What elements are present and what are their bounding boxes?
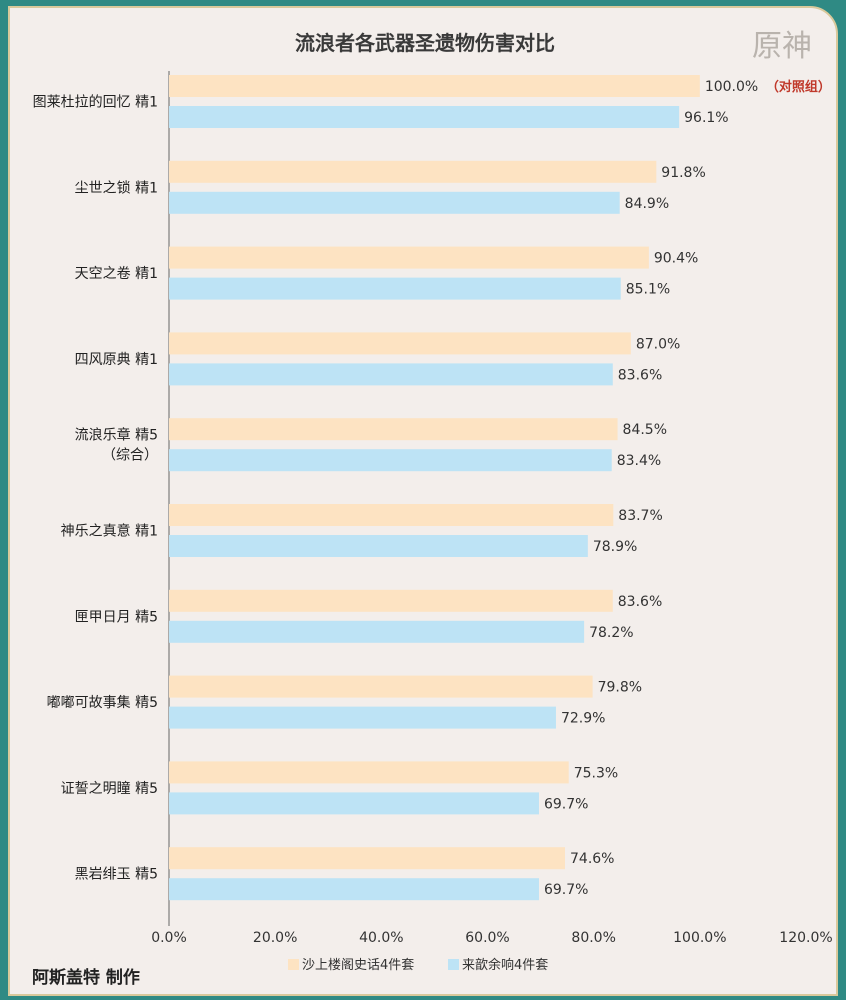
game-logo: 原神 [752, 29, 812, 64]
bar-series2-7 [169, 706, 556, 729]
data-label: 100.0% [705, 79, 758, 95]
chart-title: 流浪者各武器圣遗物伤害对比 [295, 31, 555, 55]
bar-series1-3 [169, 332, 631, 355]
legend-swatch [448, 959, 459, 970]
bar-series1-2 [169, 246, 649, 269]
data-label: 72.9% [561, 711, 605, 727]
data-label: 84.5% [623, 422, 667, 438]
x-tick-label: 0.0% [151, 930, 187, 946]
bar-series2-6 [169, 620, 585, 643]
bar-series2-2 [169, 277, 621, 300]
data-label: 90.4% [654, 251, 698, 267]
data-label: 83.6% [618, 594, 662, 610]
data-label: 83.6% [618, 367, 662, 383]
bar-series2-9 [169, 878, 539, 901]
data-label: 87.0% [636, 336, 680, 352]
data-label: 83.7% [618, 508, 662, 524]
x-tick-label: 80.0% [571, 930, 615, 946]
chart-svg: 原神 流浪者各武器圣遗物伤害对比 100.0% （对照组） 96.1% 图莱杜拉的回忆… [32, 29, 833, 988]
data-label: 85.1% [626, 282, 670, 298]
bar-series2-5 [169, 535, 588, 557]
x-tick-label: 100.0% [673, 930, 726, 946]
x-tick-label: 40.0% [359, 930, 403, 946]
x-tick-label: 20.0% [253, 930, 297, 946]
x-tick-label: 60.0% [465, 930, 509, 946]
data-label: 69.7% [544, 882, 588, 898]
bar-series1-1 [169, 160, 657, 183]
bar-series2-0 [169, 106, 680, 128]
legend-swatch [288, 959, 299, 970]
data-label: 74.6% [570, 851, 614, 867]
legend-label: 来歆余响4件套 [462, 957, 548, 973]
data-label: 79.8% [598, 680, 642, 696]
data-label: 96.1% [684, 110, 728, 126]
category-label: 神乐之真意 精1 [61, 523, 158, 540]
category-label: 四风原典 精1 [75, 352, 158, 368]
bar-series2-1 [169, 191, 620, 214]
category-label: 流浪乐章 精5 [75, 427, 158, 444]
data-label: 78.9% [593, 539, 637, 555]
chart-frame: 原神 流浪者各武器圣遗物伤害对比 100.0% （对照组） 96.1% 图莱杜拉的回忆… [8, 6, 838, 996]
bar-series2-4 [169, 449, 612, 472]
data-label: 84.9% [625, 196, 669, 212]
category-label: 匣甲日月 精5 [75, 609, 158, 625]
control-group-note: （对照组） [766, 79, 831, 95]
data-label: 83.4% [617, 453, 661, 469]
legend-label: 沙上楼阁史话4件套 [302, 957, 414, 973]
bar-series1-6 [169, 589, 613, 612]
legend: 沙上楼阁史话4件套 来歆余响4件套 [288, 957, 548, 973]
category-label: 证誓之明瞳 精5 [61, 780, 158, 797]
data-label: 91.8% [661, 165, 705, 181]
category-label: 嘟嘟可故事集 精5 [47, 694, 158, 711]
category-label: 黑岩绯玉 精5 [75, 867, 158, 883]
data-label: 75.3% [574, 765, 618, 781]
bar-series1-5 [169, 504, 614, 526]
category-label: 天空之卷 精1 [75, 266, 158, 282]
bar-series1-8 [169, 761, 569, 784]
x-ticks-group: 0.0% 20.0% 40.0% 60.0% 80.0% 100.0% 120.0% [151, 930, 832, 946]
category-label: 图莱杜拉的回忆 精1 [33, 95, 158, 111]
bars-group: 100.0% （对照组） 96.1% 图莱杜拉的回忆 精1 91.8% 84.9% 尘世之锁… [33, 75, 831, 901]
bar-series2-8 [169, 792, 539, 815]
x-tick-label: 120.0% [779, 930, 832, 946]
bar-series1-7 [169, 675, 593, 698]
data-label: 78.2% [589, 625, 633, 641]
bar-series2-3 [169, 363, 613, 386]
bar-series1-0 [169, 75, 700, 97]
category-label: 尘世之锁 精1 [75, 180, 158, 196]
data-label: 69.7% [544, 796, 588, 812]
credit-text: 阿斯盖特 制作 [32, 967, 140, 988]
bar-series1-9 [169, 847, 566, 870]
bar-series1-4 [169, 418, 618, 441]
category-label: （综合） [102, 448, 158, 464]
